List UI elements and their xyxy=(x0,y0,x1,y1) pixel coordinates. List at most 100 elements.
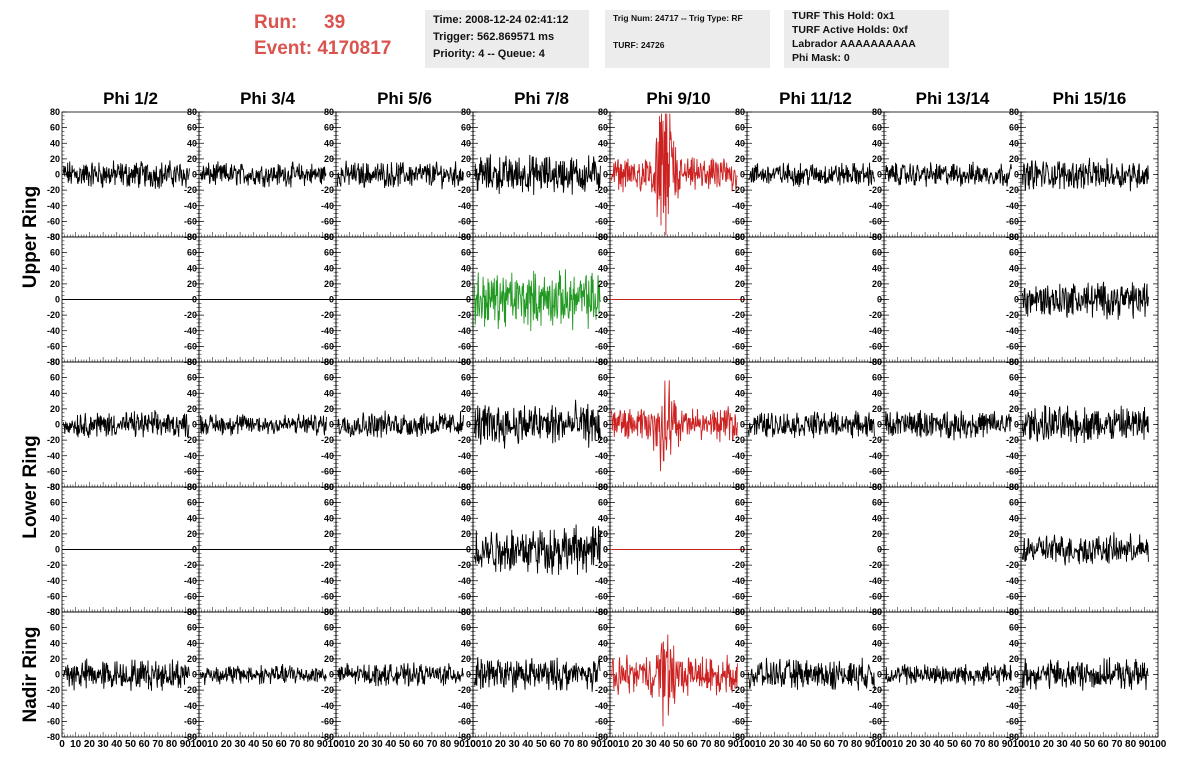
y-tick-label: 0 xyxy=(603,545,608,555)
y-tick-label: -60 xyxy=(595,341,608,351)
x-tick-label: 80 xyxy=(166,739,178,750)
y-tick-label: -60 xyxy=(184,716,197,726)
y-tick-label: 80 xyxy=(735,232,745,242)
run-value: 39 xyxy=(324,12,346,33)
y-tick-label: -60 xyxy=(1006,591,1019,601)
y-tick-label: 60 xyxy=(187,248,197,258)
trig-num-panel: Trig Num: 24717 -- Trig Type: RF TURF: 2… xyxy=(605,10,770,68)
y-tick-label: -20 xyxy=(321,185,334,195)
y-tick-label: 20 xyxy=(50,279,60,289)
y-tick-label: -40 xyxy=(732,576,745,586)
y-tick-label: -40 xyxy=(869,326,882,336)
y-tick-label: 80 xyxy=(872,482,882,492)
turf-active-text: TURF Active Holds: 0xf xyxy=(792,24,908,36)
y-tick-label: 40 xyxy=(598,138,608,148)
waveform-trace xyxy=(1021,532,1149,566)
y-tick-label: 40 xyxy=(324,138,334,148)
y-tick-label: 60 xyxy=(187,498,197,508)
y-tick-label: -60 xyxy=(869,591,882,601)
turf-hold-panel: TURF This Hold: 0x1 TURF Active Holds: 0… xyxy=(784,10,949,68)
y-tick-label: 0 xyxy=(740,295,745,305)
x-tick-label: 70 xyxy=(152,739,164,750)
y-tick-label: 20 xyxy=(872,404,882,414)
y-tick-label: 40 xyxy=(598,263,608,273)
y-tick-label: 20 xyxy=(324,154,334,164)
y-tick-label: 20 xyxy=(461,279,471,289)
x-tick-label: 20 xyxy=(84,739,96,750)
y-tick-label: 80 xyxy=(50,482,60,492)
y-tick-label: 0 xyxy=(466,170,471,180)
y-tick-label: 60 xyxy=(1009,123,1019,133)
waveform-trace xyxy=(62,410,190,438)
y-tick-label: 80 xyxy=(598,482,608,492)
y-tick-label: -60 xyxy=(458,216,471,226)
y-tick-label: 40 xyxy=(187,513,197,523)
y-tick-label: 20 xyxy=(735,404,745,414)
y-tick-label: -20 xyxy=(595,560,608,570)
run-event-box: Run: 39 Event: 4170817 xyxy=(254,10,424,68)
y-tick-label: 60 xyxy=(461,248,471,258)
y-tick-label: 0 xyxy=(329,295,334,305)
y-tick-label: 60 xyxy=(50,248,60,258)
y-tick-label: 20 xyxy=(598,529,608,539)
turf-text: TURF: 24726 xyxy=(613,40,665,50)
y-tick-label: 0 xyxy=(740,170,745,180)
y-tick-label: -60 xyxy=(184,216,197,226)
y-tick-label: -40 xyxy=(595,326,608,336)
y-tick-label: 60 xyxy=(50,498,60,508)
y-tick-label: 80 xyxy=(187,482,197,492)
y-tick-label: 20 xyxy=(461,404,471,414)
y-tick-label: 80 xyxy=(50,232,60,242)
waveform-trace xyxy=(199,413,327,436)
panel-frame xyxy=(883,486,1022,613)
y-tick-label: 0 xyxy=(55,420,60,430)
y-tick-label: -20 xyxy=(47,560,60,570)
y-tick-label: 20 xyxy=(1009,279,1019,289)
y-tick-label: 40 xyxy=(1009,388,1019,398)
y-tick-label: 60 xyxy=(187,123,197,133)
y-tick-label: -40 xyxy=(47,326,60,336)
y-tick-label: 20 xyxy=(187,154,197,164)
column-header: Phi 3/4 xyxy=(240,89,295,108)
y-tick-label: -60 xyxy=(732,216,745,226)
y-tick-label: 60 xyxy=(735,248,745,258)
y-tick-label: -20 xyxy=(184,685,197,695)
waveform-trace xyxy=(473,524,601,575)
y-tick-label: -20 xyxy=(595,310,608,320)
y-tick-label: 60 xyxy=(461,373,471,383)
y-tick-label: 80 xyxy=(461,232,471,242)
x-tick-label: 50 xyxy=(125,739,137,750)
y-tick-label: 40 xyxy=(187,638,197,648)
y-tick-label: 20 xyxy=(50,529,60,539)
y-tick-label: 60 xyxy=(598,373,608,383)
y-tick-label: -60 xyxy=(732,466,745,476)
y-tick-label: 40 xyxy=(461,138,471,148)
y-tick-label: 40 xyxy=(735,263,745,273)
y-tick-label: 0 xyxy=(55,295,60,305)
y-tick-label: 40 xyxy=(324,388,334,398)
y-tick-label: -20 xyxy=(458,185,471,195)
y-tick-label: -40 xyxy=(595,576,608,586)
y-tick-label: -60 xyxy=(595,591,608,601)
waveform-trace xyxy=(199,161,327,188)
y-tick-label: 60 xyxy=(324,248,334,258)
y-tick-label: -20 xyxy=(47,435,60,445)
event-value: 4170817 xyxy=(317,38,392,59)
y-tick-label: 60 xyxy=(187,623,197,633)
y-tick-label: 60 xyxy=(598,248,608,258)
y-tick-label: -20 xyxy=(732,185,745,195)
y-tick-label: -20 xyxy=(184,310,197,320)
y-tick-label: 40 xyxy=(461,388,471,398)
y-tick-label: 40 xyxy=(50,638,60,648)
x-tick-label: 40 xyxy=(111,739,123,750)
y-tick-label: -40 xyxy=(1006,326,1019,336)
y-tick-label: 0 xyxy=(329,420,334,430)
column-header: Phi 9/10 xyxy=(646,89,710,108)
y-tick-label: 60 xyxy=(872,123,882,133)
y-tick-label: 60 xyxy=(461,123,471,133)
y-tick-label: 80 xyxy=(324,357,334,367)
y-tick-label: -40 xyxy=(184,326,197,336)
y-tick-label: 60 xyxy=(872,248,882,258)
y-tick-label: 0 xyxy=(466,545,471,555)
x-tick-label: 90 xyxy=(180,739,192,750)
